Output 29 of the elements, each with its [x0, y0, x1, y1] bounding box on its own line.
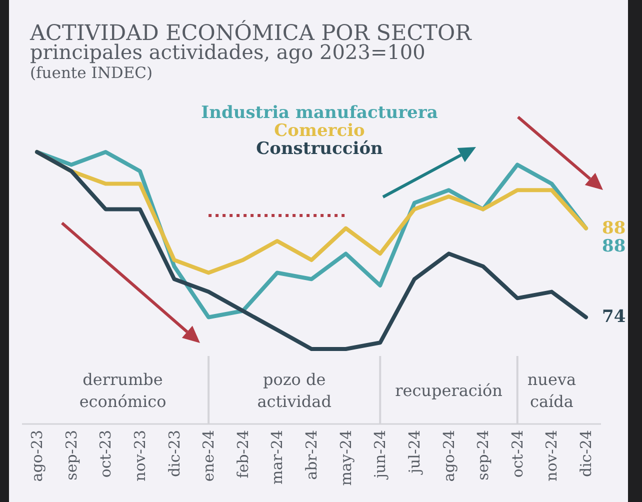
x-tick-label: mar-24 [268, 430, 286, 484]
text: nueva caída [527, 370, 576, 411]
x-tick-label: dic-23 [165, 430, 184, 477]
x-tick-label: ago-23 [28, 430, 46, 482]
x-tick-label: may-24 [336, 430, 355, 486]
x-tick-label: oct-24 [508, 430, 526, 478]
x-tick-label: sep-24 [474, 430, 492, 480]
data-label: 74 [602, 307, 626, 328]
x-tick-label: feb-24 [234, 430, 252, 478]
x-tick-label: jun-24 [371, 430, 390, 480]
text: recuperación [395, 381, 502, 400]
x-tick-label: oct-23 [96, 430, 115, 478]
x-tick-label: ago-24 [440, 430, 458, 482]
text: derrumbe económico [79, 370, 166, 411]
x-tick-label: ene-24 [200, 430, 218, 482]
x-tick-label: jul-24 [405, 430, 424, 476]
text: pozo de actividad [257, 370, 332, 411]
chart-subtitle: principales actividades, ago 2023=100 [30, 40, 426, 64]
x-tick-label: abr-24 [302, 430, 320, 480]
data-label: 88 [602, 236, 626, 256]
x-tick-label: nov-24 [542, 430, 561, 482]
text: Construcción [256, 139, 383, 159]
text: Industria manufacturera [201, 103, 438, 123]
x-tick-label: dic-24 [577, 430, 595, 477]
data-label: 88 [602, 218, 626, 238]
x-tick-label: sep-23 [62, 430, 80, 480]
x-tick-label: nov-23 [130, 430, 149, 482]
text: Comercio [274, 121, 365, 141]
text: (fuente INDEC) [30, 64, 153, 82]
